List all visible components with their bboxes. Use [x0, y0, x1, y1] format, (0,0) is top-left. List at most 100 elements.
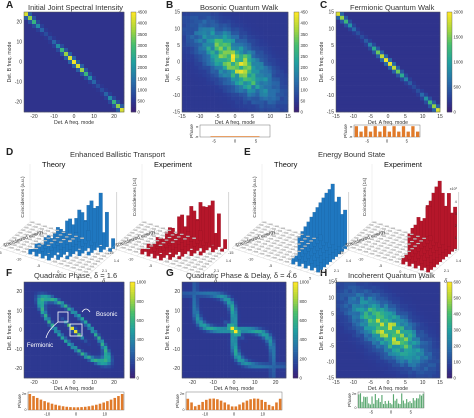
heatmap-cell	[364, 363, 369, 368]
heatmap-cell	[380, 81, 385, 86]
heatmap-cell	[108, 28, 113, 33]
colorbar-tick-label: 600	[137, 318, 145, 323]
heatmap-cell	[54, 326, 58, 331]
phase-bar	[39, 399, 43, 410]
heatmap-cell	[340, 100, 345, 105]
heatmap-cell	[210, 104, 215, 109]
heatmap-cell	[80, 64, 85, 69]
heatmap-cell	[272, 307, 276, 312]
heatmap-cell	[198, 46, 203, 51]
heatmap-cell	[279, 288, 283, 292]
heatmap-cell	[120, 362, 125, 366]
heatmap-cell	[64, 362, 68, 366]
heatmap-cell	[247, 92, 252, 97]
heatmap-cell	[372, 35, 377, 40]
heatmap-cell	[237, 307, 242, 312]
heatmap-cell	[44, 298, 48, 302]
heatmap-cell	[404, 366, 409, 371]
heatmap-cell	[97, 298, 101, 302]
heatmap-cell	[114, 330, 118, 334]
heatmap-cell	[432, 318, 437, 323]
heatmap-cell	[352, 333, 357, 338]
heatmap-cell	[40, 349, 45, 353]
heatmap-cell	[344, 27, 349, 32]
heatmap-cell	[235, 42, 240, 47]
heatmap-cell	[108, 52, 113, 57]
heatmap-cell	[190, 73, 195, 78]
heatmap-cell	[57, 291, 61, 296]
heatmap-cell	[57, 314, 61, 318]
heatmap-cell	[237, 362, 242, 366]
colorbar-tick-label: 4500	[138, 10, 148, 15]
heatmap-cell	[84, 298, 88, 302]
heatmap-cell	[356, 27, 361, 32]
heatmap-cell	[372, 69, 377, 74]
heatmap-cell	[120, 52, 125, 57]
heatmap-cell	[32, 52, 37, 57]
heatmap-cell	[420, 54, 425, 59]
heatmap-cell	[368, 100, 373, 105]
heatmap-cell	[76, 84, 81, 89]
heatmap-cell	[94, 368, 98, 372]
heatmap-cell	[52, 60, 57, 65]
heatmap-cell	[190, 92, 195, 97]
heatmap-cell	[199, 317, 204, 321]
heatmap-cell	[368, 42, 373, 47]
heatmap-cell	[120, 368, 125, 372]
heatmap-cell	[400, 58, 405, 63]
heatmap-cell	[400, 352, 405, 357]
heatmap-cell	[40, 301, 45, 305]
heatmap-cell	[218, 69, 224, 74]
heatmap-cell	[392, 27, 397, 32]
heatmap-cell	[24, 307, 28, 312]
heatmap-cell	[275, 368, 280, 372]
heatmap-cell	[364, 19, 369, 24]
heatmap-cell	[24, 336, 28, 340]
heatmap-cell	[57, 355, 61, 360]
colorbar-tick-label: 200	[301, 65, 309, 70]
heatmap-cell	[412, 300, 417, 305]
panel-title-b: Bosonic Quantum Walk	[200, 3, 279, 12]
heatmap-cell	[28, 28, 33, 33]
heatmap-cell	[116, 84, 121, 89]
heatmap-cell	[344, 322, 349, 327]
heatmap-cell	[283, 81, 289, 86]
heatmap-cell	[360, 289, 365, 294]
heatmap-cell	[104, 52, 109, 57]
heatmap-cell	[356, 366, 361, 371]
heatmap-cell	[384, 304, 389, 309]
heatmap-cell	[199, 294, 204, 299]
heatmap-cell	[112, 12, 117, 17]
colorbar-segment	[447, 370, 452, 374]
heatmap-cell	[47, 374, 51, 379]
heatmap-cell	[206, 317, 211, 321]
colorbar-segment	[131, 29, 136, 33]
phase-bar	[387, 400, 390, 408]
heatmap-cell	[40, 12, 45, 17]
heatmap-cell	[412, 289, 417, 294]
heatmap-cell	[56, 28, 61, 33]
heatmap-cell	[90, 339, 95, 344]
heatmap-cell	[251, 100, 256, 105]
heatmap-cell	[364, 333, 369, 338]
heatmap-cell	[360, 304, 365, 309]
heatmap-cell	[223, 304, 228, 308]
heatmap-cell	[54, 339, 58, 344]
phase-bar	[76, 407, 80, 410]
heatmap-cell	[364, 337, 369, 342]
colorbar-segment	[447, 296, 452, 300]
heatmap-cell	[368, 92, 373, 97]
heatmap-cell	[76, 56, 81, 61]
heatmap-cell	[255, 42, 260, 47]
heatmap-cell	[117, 371, 121, 376]
heatmap-cell	[40, 72, 45, 77]
heatmap-cell	[240, 358, 245, 363]
heatmap-cell	[237, 282, 242, 286]
heatmap-cell	[114, 368, 118, 372]
heatmap-cell	[60, 310, 65, 315]
heatmap-cell	[117, 365, 121, 369]
heatmap-cell	[376, 92, 381, 97]
heatmap-cell	[188, 323, 193, 328]
heatmap-cell	[182, 73, 187, 78]
heatmap-cell	[404, 19, 409, 24]
